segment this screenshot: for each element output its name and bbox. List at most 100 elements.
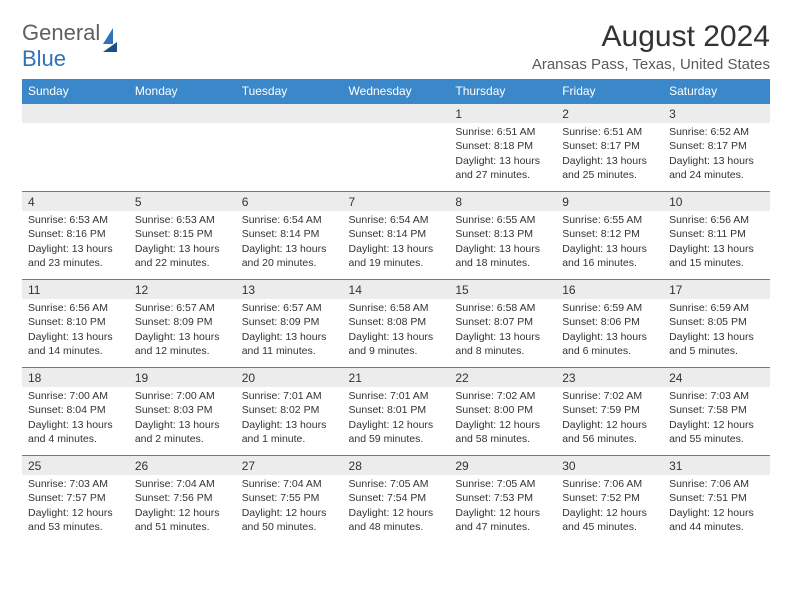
day-content-cell: Sunrise: 7:05 AMSunset: 7:53 PMDaylight:… bbox=[449, 475, 556, 543]
daylight-text-2: and 58 minutes. bbox=[455, 432, 550, 446]
sunrise-text: Sunrise: 7:06 AM bbox=[562, 477, 657, 491]
day-content-cell: Sunrise: 6:58 AMSunset: 8:08 PMDaylight:… bbox=[343, 299, 450, 367]
day-content-cell: Sunrise: 6:55 AMSunset: 8:13 PMDaylight:… bbox=[449, 211, 556, 279]
day-number-cell: 20 bbox=[236, 367, 343, 387]
day-content-cell: Sunrise: 6:59 AMSunset: 8:06 PMDaylight:… bbox=[556, 299, 663, 367]
day-number-cell: 29 bbox=[449, 455, 556, 475]
day-number-cell: 25 bbox=[22, 455, 129, 475]
day-content-cell: Sunrise: 7:03 AMSunset: 7:58 PMDaylight:… bbox=[663, 387, 770, 455]
sunrise-text: Sunrise: 6:59 AM bbox=[562, 301, 657, 315]
logo-sail2-icon bbox=[103, 42, 117, 52]
daylight-text-2: and 12 minutes. bbox=[135, 344, 230, 358]
day-number-cell: 12 bbox=[129, 279, 236, 299]
day-content-cell: Sunrise: 7:06 AMSunset: 7:51 PMDaylight:… bbox=[663, 475, 770, 543]
daylight-text-2: and 18 minutes. bbox=[455, 256, 550, 270]
daylight-text-1: Daylight: 12 hours bbox=[135, 506, 230, 520]
day-content-cell: Sunrise: 7:04 AMSunset: 7:55 PMDaylight:… bbox=[236, 475, 343, 543]
day-number-cell: 7 bbox=[343, 191, 450, 211]
day-number-cell: 31 bbox=[663, 455, 770, 475]
daylight-text-1: Daylight: 13 hours bbox=[455, 330, 550, 344]
sunrise-text: Sunrise: 6:53 AM bbox=[28, 213, 123, 227]
sunset-text: Sunset: 8:08 PM bbox=[349, 315, 444, 329]
sunrise-text: Sunrise: 7:03 AM bbox=[28, 477, 123, 491]
day-content-cell: Sunrise: 6:56 AMSunset: 8:10 PMDaylight:… bbox=[22, 299, 129, 367]
daylight-text-1: Daylight: 13 hours bbox=[562, 330, 657, 344]
daylight-text-1: Daylight: 13 hours bbox=[28, 242, 123, 256]
day-number-cell: 8 bbox=[449, 191, 556, 211]
daylight-text-1: Daylight: 12 hours bbox=[669, 418, 764, 432]
sunrise-text: Sunrise: 6:54 AM bbox=[349, 213, 444, 227]
day-number-cell: 13 bbox=[236, 279, 343, 299]
day-number-cell: 24 bbox=[663, 367, 770, 387]
day-number-cell: 21 bbox=[343, 367, 450, 387]
day-number-cell bbox=[343, 104, 450, 124]
sunset-text: Sunset: 7:58 PM bbox=[669, 403, 764, 417]
calendar-body: 123Sunrise: 6:51 AMSunset: 8:18 PMDaylig… bbox=[22, 104, 770, 543]
daylight-text-2: and 44 minutes. bbox=[669, 520, 764, 534]
day-content-cell: Sunrise: 7:00 AMSunset: 8:04 PMDaylight:… bbox=[22, 387, 129, 455]
sunrise-text: Sunrise: 6:51 AM bbox=[562, 125, 657, 139]
day-number-cell: 19 bbox=[129, 367, 236, 387]
logo-text-1: General bbox=[22, 20, 100, 45]
day-content-cell: Sunrise: 6:56 AMSunset: 8:11 PMDaylight:… bbox=[663, 211, 770, 279]
day-content-cell: Sunrise: 6:55 AMSunset: 8:12 PMDaylight:… bbox=[556, 211, 663, 279]
day-number-row: 18192021222324 bbox=[22, 367, 770, 387]
sunrise-text: Sunrise: 6:56 AM bbox=[669, 213, 764, 227]
day-content-cell: Sunrise: 7:02 AMSunset: 7:59 PMDaylight:… bbox=[556, 387, 663, 455]
daylight-text-1: Daylight: 13 hours bbox=[135, 330, 230, 344]
sunrise-text: Sunrise: 7:02 AM bbox=[562, 389, 657, 403]
sunset-text: Sunset: 8:09 PM bbox=[242, 315, 337, 329]
sunrise-text: Sunrise: 7:03 AM bbox=[669, 389, 764, 403]
day-number-cell bbox=[129, 104, 236, 124]
daylight-text-1: Daylight: 13 hours bbox=[562, 154, 657, 168]
day-content-cell: Sunrise: 6:51 AMSunset: 8:17 PMDaylight:… bbox=[556, 123, 663, 191]
sunset-text: Sunset: 8:01 PM bbox=[349, 403, 444, 417]
sunset-text: Sunset: 7:52 PM bbox=[562, 491, 657, 505]
daylight-text-2: and 45 minutes. bbox=[562, 520, 657, 534]
daylight-text-1: Daylight: 13 hours bbox=[135, 418, 230, 432]
daylight-text-1: Daylight: 13 hours bbox=[669, 154, 764, 168]
weekday-header-row: Sunday Monday Tuesday Wednesday Thursday… bbox=[22, 79, 770, 104]
sunset-text: Sunset: 8:15 PM bbox=[135, 227, 230, 241]
daylight-text-1: Daylight: 12 hours bbox=[455, 506, 550, 520]
daylight-text-1: Daylight: 13 hours bbox=[242, 330, 337, 344]
daylight-text-2: and 16 minutes. bbox=[562, 256, 657, 270]
daylight-text-2: and 56 minutes. bbox=[562, 432, 657, 446]
sunrise-text: Sunrise: 6:58 AM bbox=[349, 301, 444, 315]
sunset-text: Sunset: 8:14 PM bbox=[242, 227, 337, 241]
sunrise-text: Sunrise: 7:05 AM bbox=[349, 477, 444, 491]
logo: General Blue bbox=[22, 20, 125, 72]
daylight-text-1: Daylight: 13 hours bbox=[455, 154, 550, 168]
daylight-text-2: and 27 minutes. bbox=[455, 168, 550, 182]
day-number-cell: 26 bbox=[129, 455, 236, 475]
daylight-text-1: Daylight: 13 hours bbox=[562, 242, 657, 256]
sunset-text: Sunset: 8:17 PM bbox=[562, 139, 657, 153]
sunrise-text: Sunrise: 6:52 AM bbox=[669, 125, 764, 139]
daylight-text-1: Daylight: 13 hours bbox=[455, 242, 550, 256]
location-text: Aransas Pass, Texas, United States bbox=[532, 56, 770, 73]
sunset-text: Sunset: 7:55 PM bbox=[242, 491, 337, 505]
day-content-cell: Sunrise: 6:53 AMSunset: 8:16 PMDaylight:… bbox=[22, 211, 129, 279]
sunrise-text: Sunrise: 6:54 AM bbox=[242, 213, 337, 227]
sunrise-text: Sunrise: 6:56 AM bbox=[28, 301, 123, 315]
daylight-text-1: Daylight: 13 hours bbox=[349, 242, 444, 256]
sunset-text: Sunset: 8:04 PM bbox=[28, 403, 123, 417]
day-content-cell: Sunrise: 7:01 AMSunset: 8:02 PMDaylight:… bbox=[236, 387, 343, 455]
sunrise-text: Sunrise: 6:53 AM bbox=[135, 213, 230, 227]
daylight-text-1: Daylight: 12 hours bbox=[562, 418, 657, 432]
day-content-cell bbox=[343, 123, 450, 191]
daylight-text-2: and 53 minutes. bbox=[28, 520, 123, 534]
day-number-cell: 23 bbox=[556, 367, 663, 387]
day-content-cell: Sunrise: 7:06 AMSunset: 7:52 PMDaylight:… bbox=[556, 475, 663, 543]
sunrise-text: Sunrise: 6:57 AM bbox=[242, 301, 337, 315]
day-content-cell: Sunrise: 7:05 AMSunset: 7:54 PMDaylight:… bbox=[343, 475, 450, 543]
day-number-cell: 17 bbox=[663, 279, 770, 299]
day-number-cell: 4 bbox=[22, 191, 129, 211]
day-content-cell: Sunrise: 6:53 AMSunset: 8:15 PMDaylight:… bbox=[129, 211, 236, 279]
daylight-text-1: Daylight: 13 hours bbox=[242, 242, 337, 256]
daylight-text-1: Daylight: 13 hours bbox=[242, 418, 337, 432]
sunset-text: Sunset: 8:12 PM bbox=[562, 227, 657, 241]
day-number-cell: 28 bbox=[343, 455, 450, 475]
sunset-text: Sunset: 7:53 PM bbox=[455, 491, 550, 505]
day-number-cell: 27 bbox=[236, 455, 343, 475]
